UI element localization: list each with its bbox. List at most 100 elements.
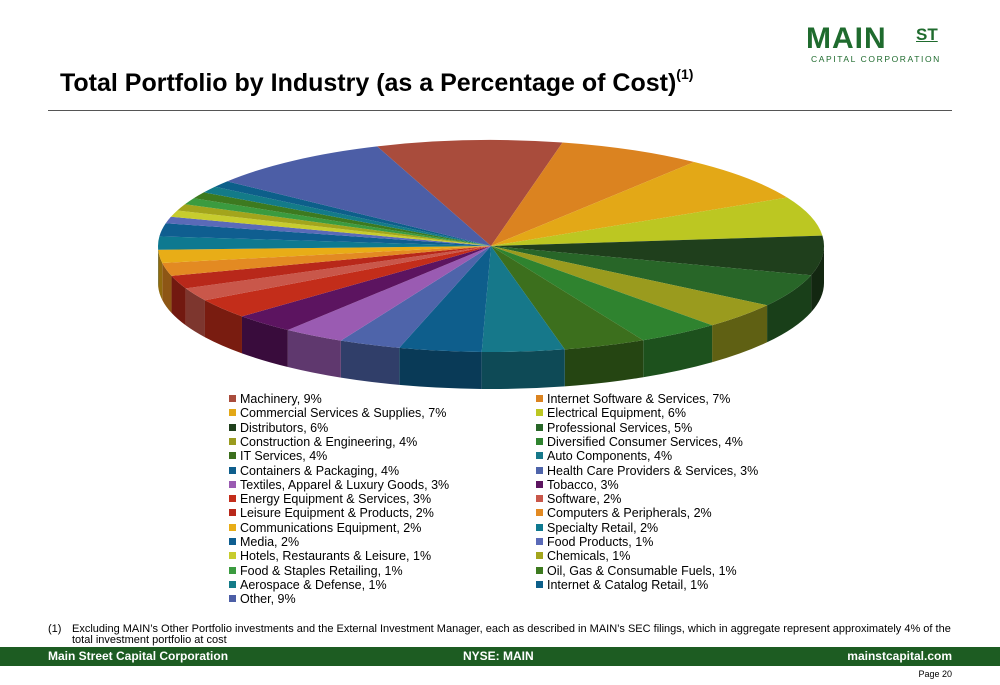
legend-label: Electrical Equipment, 6% xyxy=(547,406,686,421)
legend-label: Software, 2% xyxy=(547,492,622,507)
legend-label: Auto Components, 4% xyxy=(547,449,673,464)
legend-item-health-care-providers-services-3: Health Care Providers & Services, 3% xyxy=(536,464,758,478)
pie-slice-hotels-restaurants-leisure-1 xyxy=(170,210,492,246)
legend-swatch xyxy=(229,509,236,517)
legend-swatch xyxy=(536,509,543,517)
pie-slice-side-diversified-consumer-services-4 xyxy=(643,325,713,378)
legend-swatch xyxy=(536,452,543,460)
logo-st-text: ST xyxy=(916,25,938,44)
title-footnote-marker: (1) xyxy=(676,66,694,82)
legend-label: Specialty Retail, 2% xyxy=(547,520,659,535)
pie-slice-energy-equipment-services-3 xyxy=(204,246,491,317)
legend-item-textiles-apparel-luxury-goods-3: Textiles, Apparel & Luxury Goods, 3% xyxy=(229,478,449,492)
legend-label: Tobacco, 3% xyxy=(547,477,619,492)
pie-slice-chemicals-1 xyxy=(177,204,491,246)
legend-swatch xyxy=(229,552,236,560)
legend-label: Health Care Providers & Services, 3% xyxy=(547,463,759,478)
pie-slice-side-distributors-6 xyxy=(811,246,824,313)
pie-slice-specialty-retail-2 xyxy=(157,236,491,250)
legend-swatch xyxy=(536,580,543,588)
footer-company: Main Street Capital Corporation xyxy=(48,649,229,663)
legend-label: Food Products, 1% xyxy=(547,535,654,549)
legend-item-media-2: Media, 2% xyxy=(229,535,299,549)
pie-slice-internet-catalog-retail-1 xyxy=(214,181,491,246)
legend-item-construction-engineering-4: Construction & Engineering, 4% xyxy=(229,435,417,449)
legend-swatch xyxy=(229,466,236,474)
pie-slice-side-software-2 xyxy=(185,288,205,338)
pie-slice-side-leisure-equipment-products-2 xyxy=(171,275,186,326)
logo-main-text: MAIN xyxy=(806,22,887,55)
pie-slice-side-construction-engineering-4 xyxy=(712,305,768,363)
pie-slice-textiles-apparel-luxury-goods-3 xyxy=(287,246,491,341)
legend-item-other-9: Other, 9% xyxy=(229,592,296,606)
legend-item-it-services-4: IT Services, 4% xyxy=(229,449,327,463)
pie-slice-computers-peripherals-2 xyxy=(162,246,491,276)
legend-item-oil-gas-consumable-fuels-1: Oil, Gas & Consumable Fuels, 1% xyxy=(536,564,737,578)
pie-slice-communications-equipment-2 xyxy=(158,246,491,263)
pie-slice-internet-software-services-7 xyxy=(491,142,695,246)
legend-item-food-staples-retailing-1: Food & Staples Retailing, 1% xyxy=(229,564,403,578)
legend-label: Computers & Peripherals, 2% xyxy=(547,506,712,521)
legend-swatch xyxy=(536,566,543,574)
pie-slice-commercial-services-supplies-7 xyxy=(491,162,788,246)
legend-item-leisure-equipment-products-2: Leisure Equipment & Products, 2% xyxy=(229,506,434,520)
pie-slice-side-textiles-apparel-luxury-goods-3 xyxy=(287,329,341,378)
pie-slice-auto-components-4 xyxy=(481,246,565,353)
legend-item-auto-components-4: Auto Components, 4% xyxy=(536,449,672,463)
legend-swatch xyxy=(229,523,236,531)
pie-slice-side-auto-components-4 xyxy=(481,349,565,390)
legend-item-computers-peripherals-2: Computers & Peripherals, 2% xyxy=(536,506,712,520)
legend-swatch xyxy=(536,423,543,431)
legend-item-machinery-9: Machinery, 9% xyxy=(229,392,322,406)
legend-label: Distributors, 6% xyxy=(240,420,329,435)
legend-label: Construction & Engineering, 4% xyxy=(240,434,418,449)
legend-item-chemicals-1: Chemicals, 1% xyxy=(536,549,630,563)
legend-item-containers-packaging-4: Containers & Packaging, 4% xyxy=(229,464,399,478)
legend-label: Professional Services, 5% xyxy=(547,420,693,435)
legend-item-diversified-consumer-services-4: Diversified Consumer Services, 4% xyxy=(536,435,743,449)
pie-slice-side-it-services-4 xyxy=(564,340,644,387)
pie-slice-oil-gas-consumable-fuels-1 xyxy=(193,192,491,246)
pie-slice-side-energy-equipment-services-3 xyxy=(204,300,242,354)
legend-swatch xyxy=(229,595,236,603)
legend-item-internet-catalog-retail-1: Internet & Catalog Retail, 1% xyxy=(536,578,708,592)
legend-item-aerospace-defense-1: Aerospace & Defense, 1% xyxy=(229,578,387,592)
legend-label: Textiles, Apparel & Luxury Goods, 3% xyxy=(240,477,450,492)
legend-swatch xyxy=(229,566,236,574)
legend-swatch xyxy=(229,395,236,402)
legend-swatch xyxy=(536,523,543,531)
pie-slice-side-health-care-providers-services-3 xyxy=(340,340,400,385)
pie-slice-food-products-1 xyxy=(165,216,491,246)
pie-slice-machinery-9 xyxy=(377,139,563,246)
legend-label: Energy Equipment & Services, 3% xyxy=(240,492,432,507)
legend-label: IT Services, 4% xyxy=(240,449,328,464)
pie-slice-diversified-consumer-services-4 xyxy=(491,246,713,341)
pie-slice-side-containers-packaging-4 xyxy=(399,347,482,389)
pie-slice-side-communications-equipment-2 xyxy=(158,249,163,300)
pie-slice-tobacco-3 xyxy=(241,246,491,330)
pie-slice-professional-services-5 xyxy=(491,246,812,306)
pie-slice-construction-engineering-4 xyxy=(491,246,768,326)
legend-item-commercial-services-supplies-7: Commercial Services & Supplies, 7% xyxy=(229,406,446,420)
page-title: Total Portfolio by Industry (as a Percen… xyxy=(60,66,693,98)
company-logo: MAIN ST CAPITAL CORPORATION xyxy=(806,22,956,65)
legend-label: Commercial Services & Supplies, 7% xyxy=(240,406,447,421)
legend-swatch xyxy=(229,452,236,460)
legend-label: Chemicals, 1% xyxy=(547,549,631,564)
legend-swatch xyxy=(536,495,543,503)
pie-slice-electrical-equipment-6 xyxy=(491,197,823,246)
pie-slice-side-professional-services-5 xyxy=(767,275,812,343)
footer-website: mainstcapital.com xyxy=(847,649,952,663)
legend-swatch xyxy=(536,409,543,417)
legend-swatch xyxy=(229,409,236,417)
footer-ticker: NYSE: MAIN xyxy=(463,649,534,663)
footnote-text: Excluding MAIN’s Other Portfolio investm… xyxy=(72,623,951,646)
legend-item-distributors-6: Distributors, 6% xyxy=(229,421,328,435)
legend-swatch xyxy=(536,552,543,560)
legend-label: Oil, Gas & Consumable Fuels, 1% xyxy=(547,563,737,578)
pie-slice-it-services-4 xyxy=(491,246,644,350)
legend-label: Leisure Equipment & Products, 2% xyxy=(240,506,434,521)
footer-bar: Main Street Capital Corporation NYSE: MA… xyxy=(0,647,1000,666)
legend-item-tobacco-3: Tobacco, 3% xyxy=(536,478,619,492)
pie-slice-leisure-equipment-products-2 xyxy=(171,246,491,289)
